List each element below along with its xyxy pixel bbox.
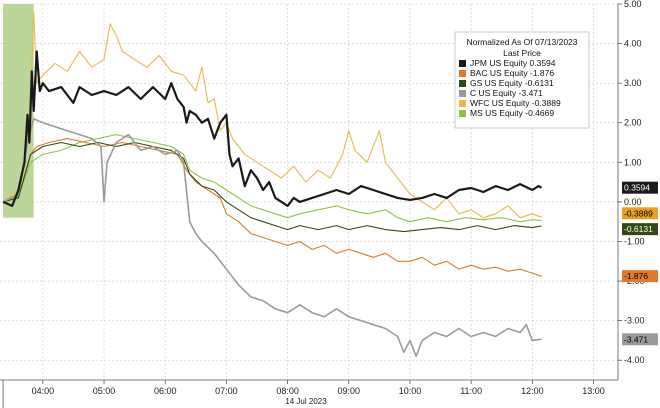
x-tick-label: 04:00 [32,386,55,396]
y-tick-label: 0.00 [624,197,642,207]
y-tick-label: 1.00 [624,157,642,167]
legend-title: Normalized As Of 07/13/2023 [466,37,577,47]
y-tick-label: -1.00 [624,236,645,246]
last-price-badge [622,333,658,346]
series-lines [2,11,542,358]
legend-swatch [459,100,466,107]
legend-entry: C US Equity -3.471 [470,88,543,98]
x-axis-ticks: 04:00 05:00 06:00 07:00 08:00 09:00 10:00 11:00… [32,380,605,396]
y-tick-label: 2.00 [624,118,642,128]
legend-entry: JPM US Equity 0.3594 [470,58,556,68]
last-price-badges: 0.3594 -1.876 -0.6131 -3.471 -0.3889 [622,181,658,346]
legend-swatch [459,60,466,67]
legend-swatch [459,70,466,77]
last-price-badge [622,181,658,194]
highlight-region [3,4,34,218]
y-tick-label: 5.00 [624,0,642,9]
last-price-badge [622,223,658,236]
y-tick-label: 3.00 [624,78,642,88]
last-price-label: -3.471 [624,334,648,344]
legend-entry: MS US Equity -0.4669 [470,108,554,118]
x-tick-label: 06:00 [154,386,177,396]
series-line-wfc [2,11,542,219]
series-line-c [2,118,542,358]
legend-swatch [459,80,466,87]
y-tick-label: -3.00 [624,316,645,326]
x-tick-label: 10:00 [399,386,422,396]
y-tick-label: -4.00 [624,355,645,365]
legend-swatch [459,110,466,117]
last-price-label: -0.6131 [624,224,653,234]
x-tick-label: 05:00 [93,386,116,396]
legend-swatch [459,90,466,97]
legend-entry: GS US Equity -0.6131 [470,78,554,88]
legend: Normalized As Of 07/13/2023 Last Price J… [454,31,590,129]
last-price-label: -1.876 [624,271,648,281]
last-price-label: 0.3594 [624,183,650,193]
highlight-rect [3,4,34,218]
x-tick-label: 13:00 [582,386,605,396]
series-line-jpm [2,50,542,207]
series-line-ms [2,134,542,223]
legend-box [454,31,590,129]
x-tick-label: 09:00 [338,386,361,396]
series-line-gs [2,141,542,233]
axes [0,4,619,408]
legend-entry: BAC US Equity -1.876 [470,68,554,78]
legend-entry: WFC US Equity -0.3889 [470,98,561,108]
x-tick-label: 11:00 [460,386,482,396]
x-tick-label: 08:00 [276,386,299,396]
last-price-badge [622,270,658,283]
series-line-bac [2,138,542,277]
x-tick-label: 12:00 [521,386,544,396]
last-price-label: -0.3889 [624,208,653,218]
date-label: 14 Jul 2023 [285,397,327,406]
y-tick-label: 4.00 [624,39,642,49]
x-tick-label: 07:00 [215,386,238,396]
legend-subtitle: Last Price [503,48,541,58]
last-price-badge [622,207,658,220]
